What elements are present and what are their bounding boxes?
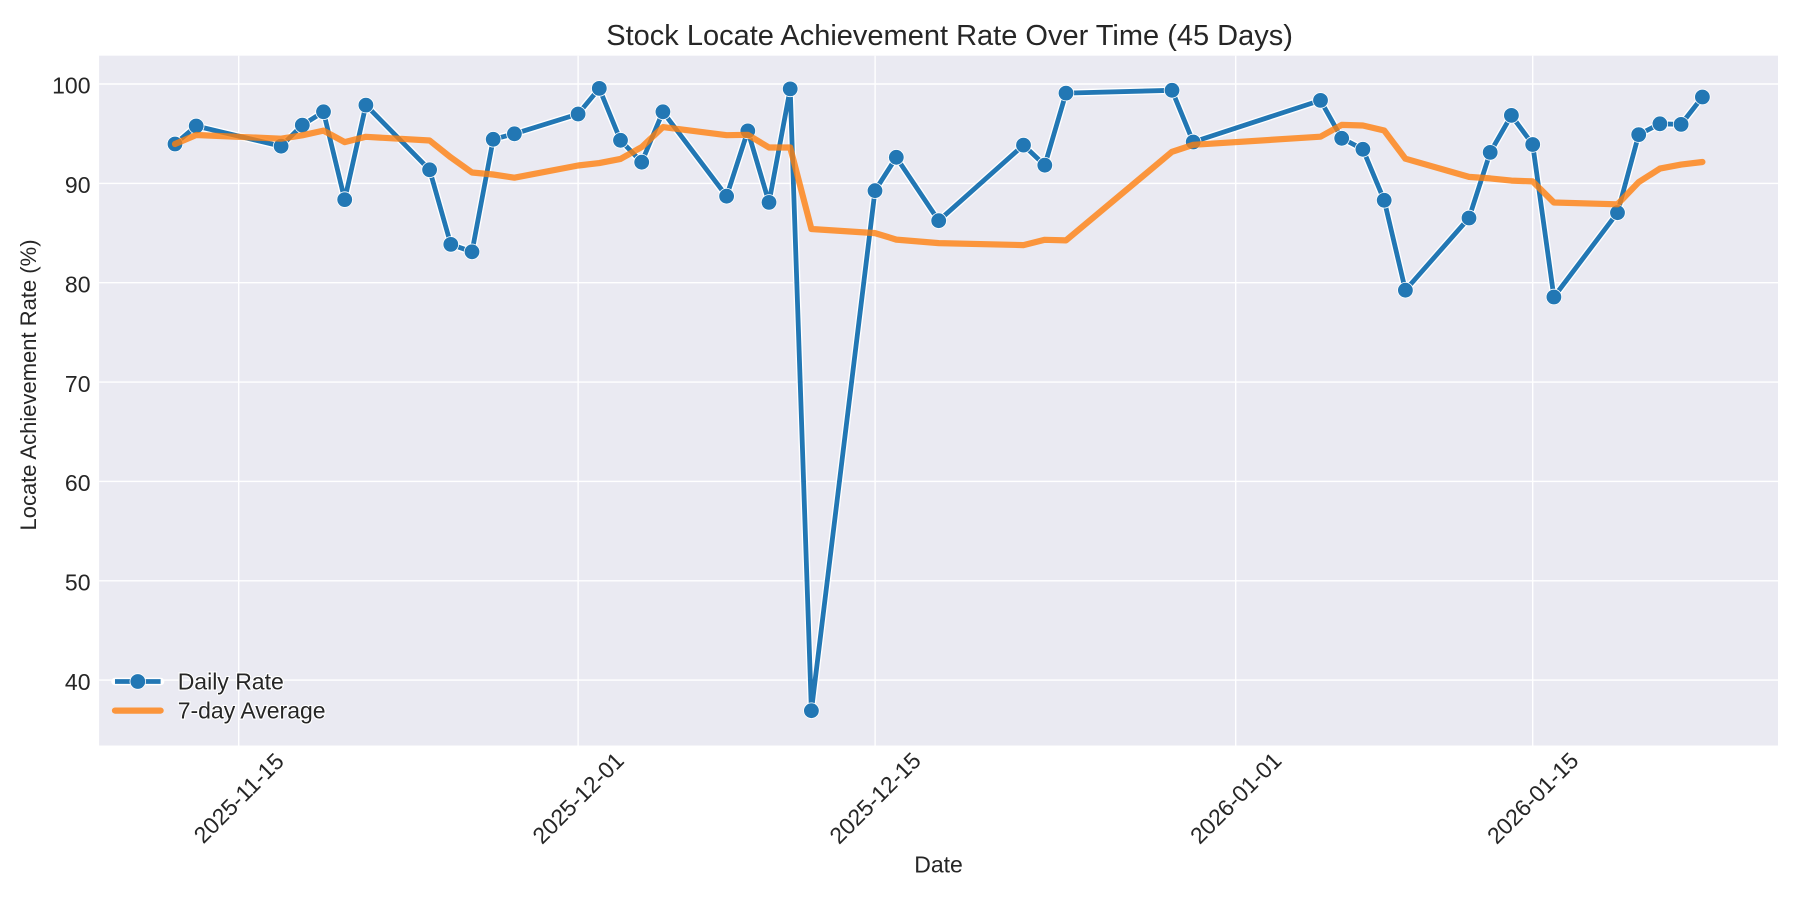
svg-text:Locate Achievement Rate (%): Locate Achievement Rate (%) bbox=[16, 239, 41, 530]
svg-text:Date: Date bbox=[914, 852, 963, 878]
svg-text:Daily Rate: Daily Rate bbox=[178, 669, 284, 695]
svg-text:70: 70 bbox=[65, 371, 91, 397]
svg-text:60: 60 bbox=[65, 470, 91, 496]
svg-text:40: 40 bbox=[65, 669, 91, 695]
svg-text:80: 80 bbox=[65, 271, 91, 297]
svg-text:90: 90 bbox=[65, 172, 91, 198]
svg-text:Stock Locate Achievement Rate: Stock Locate Achievement Rate Over Time … bbox=[606, 20, 1293, 52]
svg-text:100: 100 bbox=[52, 73, 90, 99]
svg-text:50: 50 bbox=[65, 570, 91, 596]
svg-text:7-day Average: 7-day Average bbox=[178, 698, 326, 724]
